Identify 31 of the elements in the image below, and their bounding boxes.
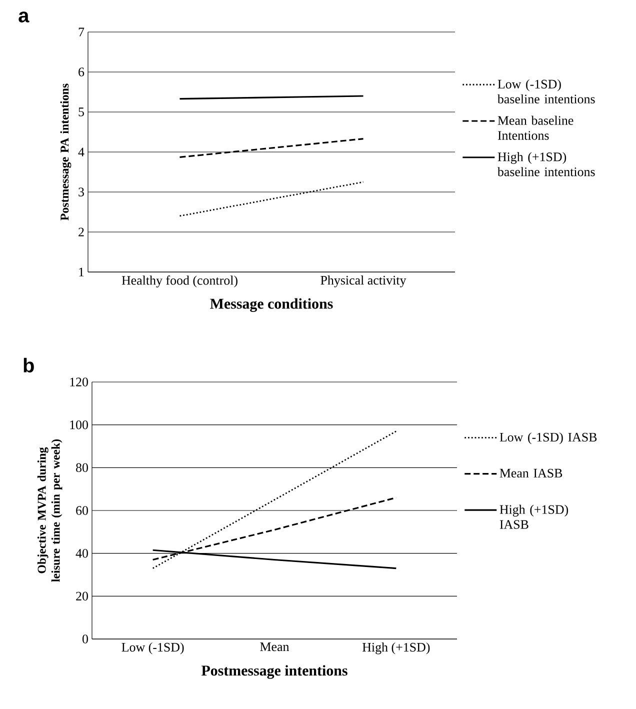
chart-title: b [24, 358, 34, 372]
y-axis-title: Objective MVPA during leisure time (min per week) [37, 439, 62, 582]
chart-title: a [18, 12, 30, 22]
y-tick-label: 60 [76, 506, 88, 515]
y-tick-label: 40 [76, 548, 88, 558]
y-tick-label: 100 [70, 420, 88, 430]
x-tick-label: Mean [260, 642, 290, 652]
x-tick-label: Physical activity [320, 276, 406, 288]
legend-label: High (+1SD) baseline intentions [497, 152, 595, 176]
y-tick-label: 6 [78, 68, 84, 76]
y-axis-title: Postmessage PA intentions [60, 84, 72, 220]
y-tick-label: 2 [78, 228, 84, 236]
y-tick-label: 1 [79, 268, 84, 276]
y-tick-label: 7 [78, 28, 84, 36]
x-tick-label: Healthy food (control) [122, 276, 238, 288]
x-tick-label: Low (-1SD) [122, 642, 184, 654]
y-tick-label: 20 [76, 592, 88, 601]
y-tick-label: 3 [78, 188, 84, 196]
y-tick-label: 0 [82, 634, 88, 644]
y-tick-label: 4 [78, 148, 84, 156]
legend-label: Low (-1SD) IASB [500, 432, 597, 444]
y-tick-label: 120 [70, 378, 88, 386]
legend-label: Mean IASB [500, 468, 562, 478]
x-axis-title: Message conditions [210, 298, 333, 312]
y-tick-label: 5 [78, 108, 84, 116]
legend-label: High (+1SD) IASB [500, 504, 568, 529]
x-axis-title: Postmessage intentions [201, 665, 348, 679]
legend-label: Low (-1SD) baseline intentions [497, 79, 595, 104]
y-tick-label: 80 [76, 463, 88, 472]
legend-label: Mean baseline Intentions [498, 116, 574, 140]
x-tick-label: High (+1SD) [362, 642, 430, 654]
